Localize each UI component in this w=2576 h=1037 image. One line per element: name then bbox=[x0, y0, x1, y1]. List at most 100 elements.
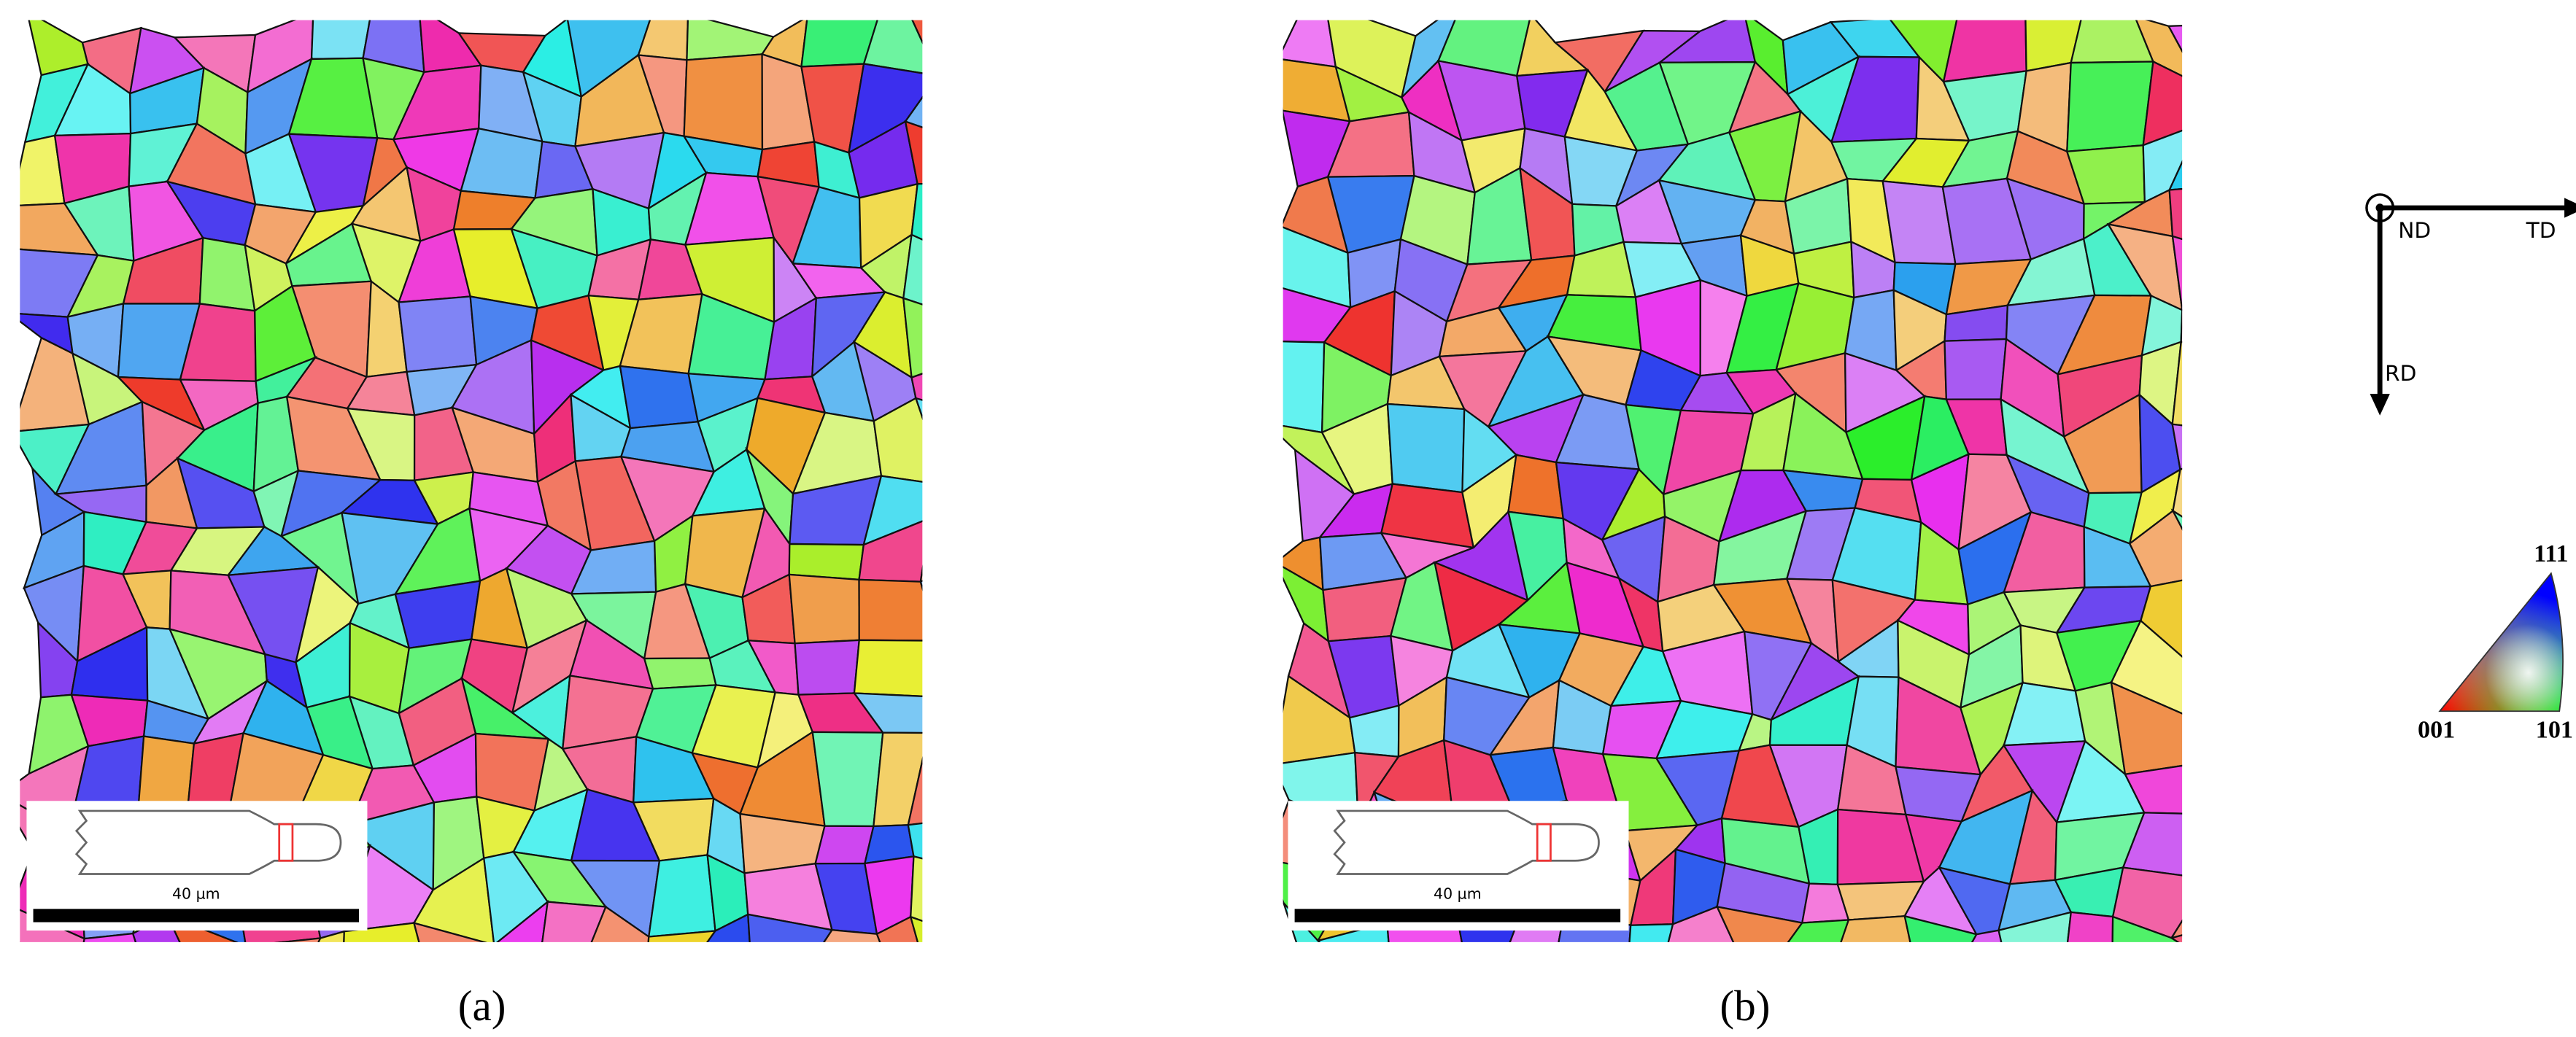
grain bbox=[1971, 929, 2003, 942]
key-outline bbox=[2438, 572, 2564, 712]
grain bbox=[1942, 20, 2027, 83]
grain bbox=[126, 965, 191, 1033]
grain bbox=[1552, 976, 1640, 1037]
grain bbox=[343, 988, 434, 1037]
grain bbox=[788, 573, 860, 645]
grain bbox=[1283, 341, 1326, 434]
grain bbox=[1903, 914, 1979, 942]
grain bbox=[82, 932, 137, 942]
grain bbox=[1625, 987, 1661, 1037]
grain bbox=[679, 974, 765, 1031]
grain bbox=[814, 825, 875, 865]
arrow-head bbox=[2370, 394, 2390, 416]
grain bbox=[902, 297, 923, 379]
grain bbox=[2128, 509, 2183, 588]
grain bbox=[747, 913, 834, 942]
grain bbox=[2140, 579, 2183, 658]
grain bbox=[931, 485, 991, 518]
grain bbox=[2142, 60, 2183, 147]
panel-label: (b) bbox=[1720, 982, 1770, 1030]
grain bbox=[1318, 966, 1403, 1037]
grain bbox=[2186, 704, 2265, 766]
grain bbox=[910, 855, 923, 923]
grain bbox=[2169, 934, 2183, 942]
sample-axes: ND TD RD bbox=[2365, 193, 2576, 416]
grain bbox=[73, 991, 151, 1032]
grain bbox=[1787, 919, 1850, 942]
grain bbox=[1769, 966, 1845, 1037]
grain bbox=[1268, 966, 1343, 1037]
grain bbox=[619, 365, 700, 430]
grain bbox=[274, 937, 322, 942]
grain bbox=[2171, 235, 2183, 311]
grain bbox=[2200, 71, 2260, 144]
grain bbox=[643, 657, 717, 690]
grain bbox=[904, 96, 923, 128]
grain bbox=[573, 976, 646, 1020]
grain bbox=[398, 295, 478, 373]
grain bbox=[823, 929, 881, 942]
grain bbox=[862, 20, 923, 74]
key-label: 101 bbox=[2536, 717, 2573, 744]
grain bbox=[1840, 915, 1911, 942]
grain bbox=[183, 965, 268, 1033]
scale-text: 40 µm bbox=[172, 885, 220, 903]
grain bbox=[1997, 911, 2073, 942]
grain bbox=[2066, 911, 2114, 942]
specimen-icon bbox=[1333, 809, 1600, 875]
grain bbox=[647, 854, 716, 938]
grain bbox=[794, 639, 861, 696]
grain bbox=[2106, 222, 2183, 311]
grain bbox=[1943, 338, 2008, 400]
grain bbox=[862, 475, 923, 546]
scale-bar: 40 µm bbox=[1288, 801, 1629, 931]
grain bbox=[875, 915, 919, 942]
grain bbox=[2172, 467, 2183, 518]
grain bbox=[26, 976, 89, 1037]
grain bbox=[1628, 923, 1674, 942]
grain bbox=[686, 20, 775, 61]
grain bbox=[1386, 403, 1466, 494]
grain bbox=[878, 960, 944, 1037]
grain bbox=[301, 980, 376, 1037]
arrow-head bbox=[2564, 198, 2576, 218]
grain bbox=[343, 922, 420, 942]
grain bbox=[858, 578, 923, 642]
grain bbox=[788, 543, 865, 581]
grain bbox=[904, 120, 923, 185]
grain bbox=[910, 373, 923, 401]
grain bbox=[683, 53, 764, 151]
grain bbox=[1393, 987, 1470, 1037]
grain bbox=[2111, 915, 2180, 942]
grain bbox=[2011, 982, 2076, 1037]
grain bbox=[909, 915, 923, 942]
grain bbox=[2070, 20, 2155, 64]
grain bbox=[2189, 764, 2265, 814]
ipf-key: 111 001 101 bbox=[2418, 540, 2573, 743]
grain bbox=[1910, 989, 1979, 1037]
grain bbox=[914, 397, 923, 420]
grain bbox=[540, 960, 575, 1031]
grain bbox=[2168, 187, 2183, 241]
grain bbox=[751, 974, 818, 1031]
grain bbox=[1944, 982, 2014, 1037]
axis-label: RD bbox=[2385, 361, 2416, 386]
grain bbox=[2180, 308, 2183, 343]
axis-label: TD bbox=[2526, 218, 2556, 243]
grain bbox=[911, 20, 923, 44]
grain bbox=[1715, 905, 1804, 942]
grain bbox=[2124, 764, 2183, 815]
grain bbox=[2061, 996, 2143, 1036]
grain bbox=[853, 639, 923, 697]
grain bbox=[2112, 962, 2210, 1037]
grain bbox=[706, 913, 751, 942]
scale-text: 40 µm bbox=[1434, 885, 1482, 903]
ebsd-map bbox=[20, 20, 991, 1037]
grain bbox=[2171, 341, 2183, 427]
grain bbox=[2167, 160, 2183, 191]
grain bbox=[1494, 970, 1573, 1036]
grain bbox=[2189, 799, 2256, 882]
scale-line bbox=[33, 909, 360, 923]
grain bbox=[902, 233, 923, 306]
